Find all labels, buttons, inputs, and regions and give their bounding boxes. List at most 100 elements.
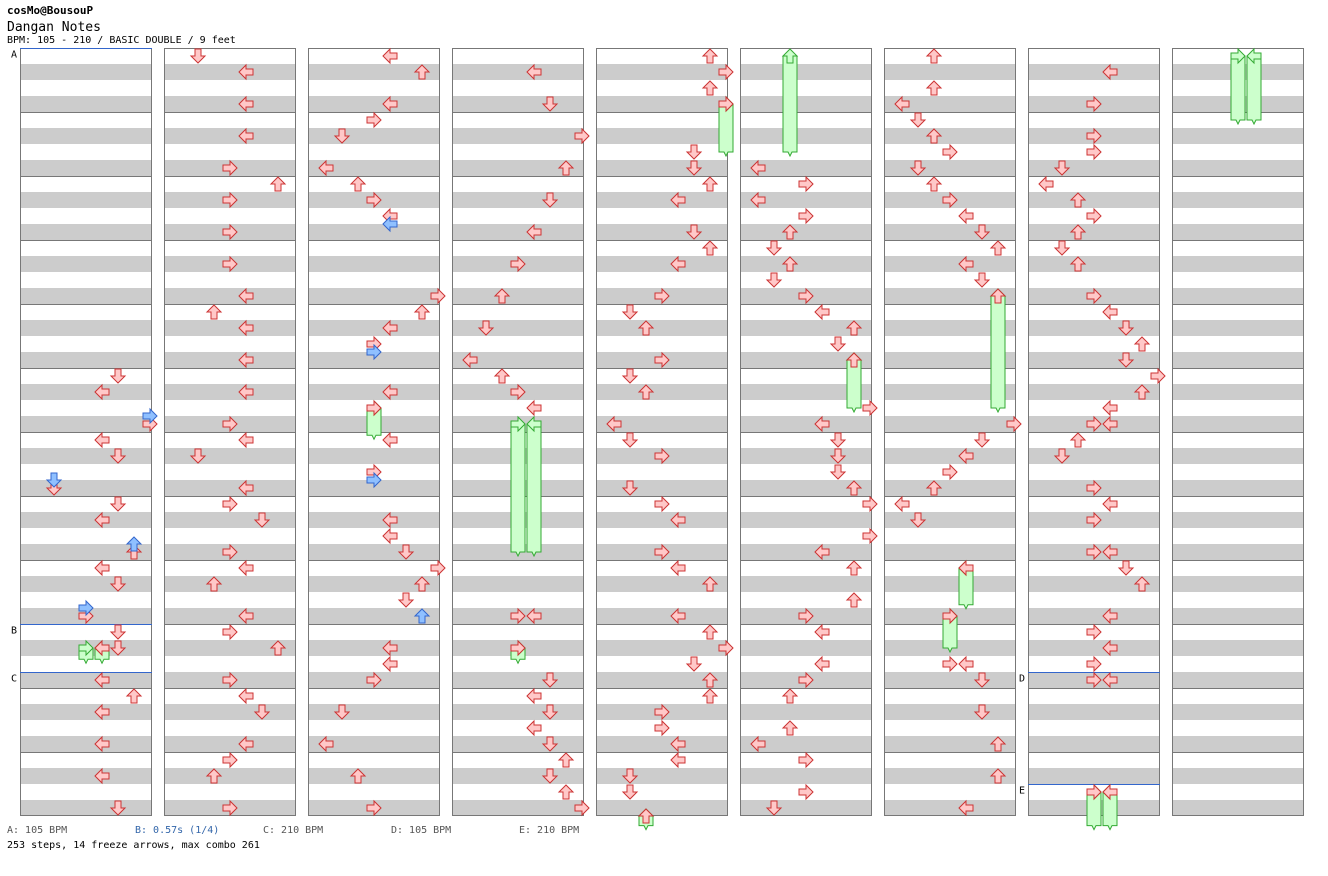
- step-note: [989, 768, 1007, 784]
- down-arrow-icon: [397, 544, 415, 560]
- beat-stripe: [740, 64, 872, 80]
- step-note: [382, 511, 398, 529]
- step-note: [909, 160, 927, 176]
- right-arrow-icon: [1086, 287, 1102, 305]
- up-arrow-icon: [205, 576, 223, 592]
- freeze-arrow-head: [1230, 47, 1246, 65]
- right-arrow-icon: [654, 447, 670, 465]
- beat-stripe: [20, 96, 152, 112]
- freeze-arrow-body: [958, 567, 974, 610]
- right-arrow-icon: [574, 127, 590, 145]
- shock-note: [125, 536, 143, 552]
- down-arrow-icon: [765, 240, 783, 256]
- left-arrow-icon: [238, 687, 254, 705]
- right-arrow-icon: [1086, 143, 1102, 161]
- beat-stripe: [308, 96, 440, 112]
- beat-stripe: [20, 64, 152, 80]
- step-note: [718, 63, 734, 81]
- beat-stripe: [740, 256, 872, 272]
- right-arrow-icon: [942, 607, 958, 625]
- right-arrow-icon: [430, 559, 446, 577]
- step-note: [318, 735, 334, 753]
- left-arrow-icon: [94, 431, 110, 449]
- beat-stripe: [884, 768, 1016, 784]
- right-arrow-icon: [510, 607, 526, 625]
- step-note: [654, 447, 670, 465]
- step-note: [125, 688, 143, 704]
- left-arrow-icon: [1102, 63, 1118, 81]
- step-note: [189, 448, 207, 464]
- right-arrow-icon: [718, 63, 734, 81]
- left-arrow-icon: [382, 95, 398, 113]
- down-arrow-icon: [253, 512, 271, 528]
- beat-stripe: [164, 128, 296, 144]
- beat-stripe: [308, 64, 440, 80]
- step-note: [1086, 623, 1102, 641]
- up-arrow-icon: [1133, 384, 1151, 400]
- right-arrow-icon: [942, 143, 958, 161]
- beat-stripe: [740, 384, 872, 400]
- down-arrow-icon: [541, 96, 559, 112]
- step-note: [718, 639, 734, 657]
- beat-stripe: [1172, 384, 1304, 400]
- up-arrow-icon: [637, 808, 655, 824]
- beat-stripe: [740, 320, 872, 336]
- step-note: [526, 719, 542, 737]
- beat-stripe: [1028, 160, 1160, 176]
- beat-stripe: [1028, 256, 1160, 272]
- beat-stripe: [1172, 128, 1304, 144]
- left-arrow-icon: [750, 191, 766, 209]
- step-note: [845, 352, 863, 368]
- step-note: [973, 272, 991, 288]
- step-note: [781, 224, 799, 240]
- step-note: [701, 176, 719, 192]
- right-arrow-icon: [78, 639, 94, 657]
- beat-stripe: [1028, 608, 1160, 624]
- step-note: [205, 576, 223, 592]
- step-note: [382, 655, 398, 673]
- step-note: [382, 383, 398, 401]
- step-note: [1086, 95, 1102, 113]
- beat-stripe: [740, 704, 872, 720]
- left-arrow-icon: [1102, 495, 1118, 513]
- down-arrow-icon: [109, 624, 127, 640]
- up-arrow-icon: [925, 480, 943, 496]
- down-arrow-icon: [1117, 352, 1135, 368]
- step-note: [701, 576, 719, 592]
- column-border: [596, 48, 728, 816]
- left-arrow-icon: [94, 511, 110, 529]
- legend-a: A: 105 BPM: [7, 825, 68, 836]
- freeze-arrow-head: [781, 48, 799, 64]
- beat-stripe: [308, 576, 440, 592]
- beat-stripe: [740, 480, 872, 496]
- up-arrow-icon: [1133, 336, 1151, 352]
- left-arrow-icon: [958, 447, 974, 465]
- right-arrow-icon: [798, 287, 814, 305]
- right-arrow-icon: [654, 703, 670, 721]
- beat-stripe: [164, 288, 296, 304]
- step-note: [238, 319, 254, 337]
- down-arrow-icon: [1053, 160, 1071, 176]
- beat-stripe: [1172, 800, 1304, 816]
- left-arrow-icon: [814, 655, 830, 673]
- column-border: [452, 48, 584, 816]
- beat-stripe: [452, 160, 584, 176]
- beat-stripe: [308, 384, 440, 400]
- beat-stripe: [308, 320, 440, 336]
- up-arrow-icon: [781, 224, 799, 240]
- down-arrow-icon: [909, 112, 927, 128]
- step-note: [94, 383, 110, 401]
- beat-stripe: [164, 736, 296, 752]
- step-note: [718, 95, 734, 113]
- step-note: [701, 688, 719, 704]
- step-note: [621, 768, 639, 784]
- left-arrow-icon: [958, 207, 974, 225]
- beat-stripe: [20, 288, 152, 304]
- beat-stripe: [884, 576, 1016, 592]
- left-arrow-icon: [462, 351, 478, 369]
- beat-stripe: [308, 768, 440, 784]
- step-note: [238, 559, 254, 577]
- up-arrow-icon: [637, 384, 655, 400]
- beat-stripe: [884, 416, 1016, 432]
- step-note: [94, 559, 110, 577]
